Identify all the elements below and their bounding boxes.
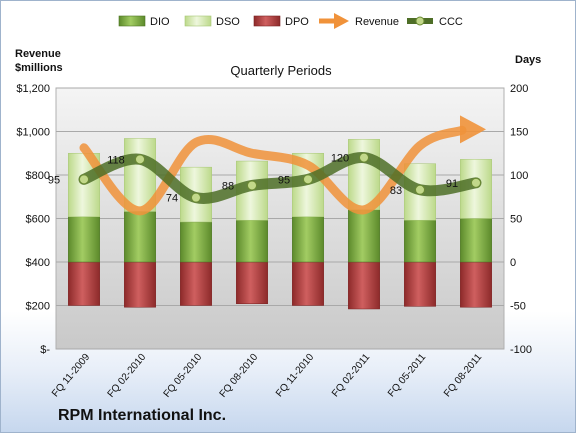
ccc-data-label: 88 xyxy=(222,180,234,192)
company-name: RPM International Inc. xyxy=(58,407,227,424)
ccc-data-label: 118 xyxy=(107,154,125,166)
left-axis-label-line1: Revenue xyxy=(15,48,61,60)
ccc-marker xyxy=(303,174,313,185)
ccc-marker xyxy=(415,184,425,195)
legend-swatch-ccc-dot xyxy=(415,16,425,26)
left-tick-label: $1,000 xyxy=(16,127,50,139)
dpo-bar xyxy=(348,261,380,310)
left-tick-label: $800 xyxy=(26,170,50,182)
x-tick-label: FQ 08-2011 xyxy=(442,352,485,400)
left-tick-label: $200 xyxy=(26,301,50,313)
legend-label-dpo: DPO xyxy=(285,16,309,28)
x-tick-label: FQ 02-2010 xyxy=(106,352,149,400)
left-tick-label: $1,200 xyxy=(16,83,50,95)
left-tick-label: $- xyxy=(40,344,50,356)
ccc-marker xyxy=(135,154,145,165)
right-tick-label: 100 xyxy=(510,170,528,182)
ccc-data-label: 91 xyxy=(446,178,458,190)
right-tick-label: 200 xyxy=(510,83,528,95)
dpo-bar xyxy=(68,261,100,306)
dpo-bar xyxy=(180,261,212,306)
dpo-bar xyxy=(404,261,436,307)
legend-label-dio: DIO xyxy=(150,16,170,28)
right-tick-label: 50 xyxy=(510,214,522,226)
dio-bar xyxy=(348,209,380,263)
right-tick-label: -100 xyxy=(510,344,532,356)
dpo-bar xyxy=(460,261,492,308)
left-axis-label-line2: $millions xyxy=(15,62,63,74)
dio-bar xyxy=(124,211,156,263)
x-tick-label: FQ 08-2010 xyxy=(218,352,261,400)
x-tick-label: FQ 11-2010 xyxy=(274,352,317,400)
left-tick-label: $600 xyxy=(26,214,50,226)
legend-label-ccc: CCC xyxy=(439,16,463,28)
right-axis-label: Days xyxy=(515,54,542,66)
ccc-data-label: 95 xyxy=(48,174,60,186)
dpo-bar xyxy=(292,261,324,306)
revenue-arrowhead xyxy=(460,115,486,144)
dio-bar xyxy=(292,216,324,263)
dio-bar xyxy=(180,221,212,263)
ccc-line xyxy=(78,152,482,204)
right-tick-label: 150 xyxy=(510,127,528,139)
legend-swatch-dso xyxy=(184,15,212,27)
ccc-data-label: 83 xyxy=(390,185,402,197)
revenue-line xyxy=(79,125,467,216)
left-tick-label: $400 xyxy=(26,257,50,269)
right-tick-label: 0 xyxy=(510,257,516,269)
legend-label-dso: DSO xyxy=(216,16,240,28)
dio-bar xyxy=(404,219,436,263)
left-axis-label: Revenue $millions xyxy=(15,47,63,75)
legend-swatch-dio xyxy=(118,15,146,27)
x-tick-label: FQ 05-2011 xyxy=(386,352,429,400)
dpo-bar xyxy=(124,261,156,308)
x-tick-label: FQ 02-2011 xyxy=(330,352,373,400)
legend-swatch-revenue-head xyxy=(334,13,349,29)
ccc-marker xyxy=(359,152,369,163)
x-tick-label: FQ 05-2010 xyxy=(162,352,205,400)
ccc-marker xyxy=(247,180,257,191)
dio-bar xyxy=(460,218,492,263)
x-tick-label: FQ 11-2009 xyxy=(50,352,93,400)
ccc-marker xyxy=(191,192,201,203)
ccc-data-label: 120 xyxy=(331,153,349,165)
right-tick-label: -50 xyxy=(510,301,526,313)
legend-label-revenue: Revenue xyxy=(355,16,399,28)
chart-subtitle: Quarterly Periods xyxy=(230,63,332,78)
ccc-marker xyxy=(79,174,89,185)
dpo-bar xyxy=(236,261,268,305)
legend-swatch-dpo xyxy=(253,15,281,27)
dio-bar xyxy=(68,216,100,263)
ccc-marker xyxy=(471,177,481,188)
ccc-data-label: 74 xyxy=(166,193,178,205)
dio-bar xyxy=(236,219,268,263)
ccc-data-label: 95 xyxy=(278,174,290,186)
